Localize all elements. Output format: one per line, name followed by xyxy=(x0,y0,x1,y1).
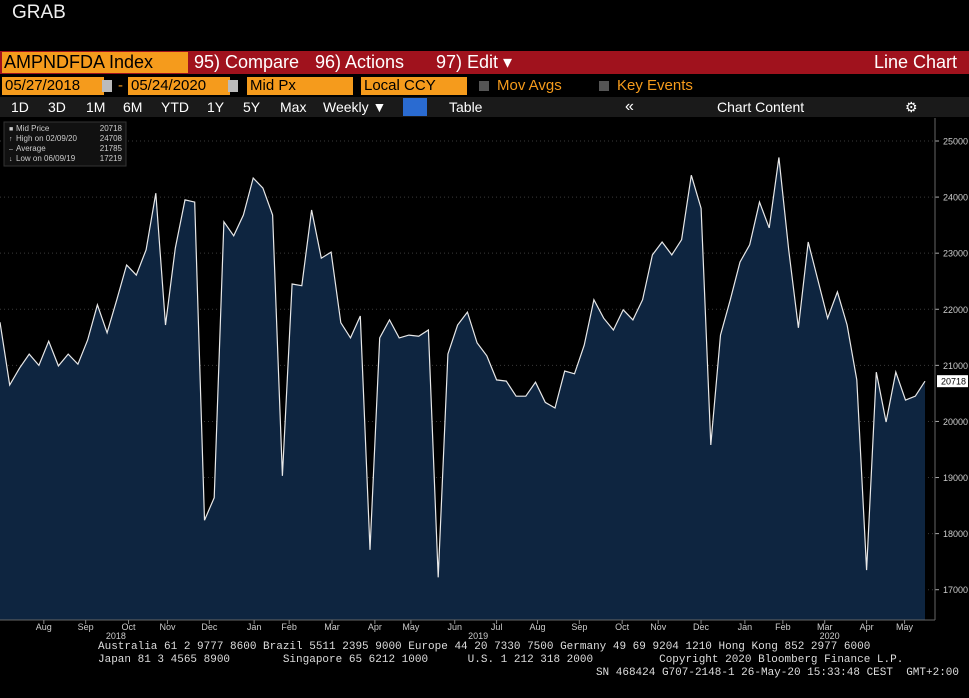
range-button[interactable]: 1Y xyxy=(207,99,225,115)
frequency-select[interactable]: Weekly ▼ xyxy=(323,99,387,115)
end-date[interactable]: 05/24/2020 xyxy=(128,77,230,95)
y-tick-label: 21000 xyxy=(943,361,968,371)
y-tick-label: 18000 xyxy=(943,529,968,539)
last-value-tag xyxy=(937,375,968,388)
date-separator: - xyxy=(118,77,123,94)
settings-icon[interactable]: ⚙ xyxy=(905,99,918,115)
legend-label: Mid Price xyxy=(16,124,50,133)
legend: ■ Mid Price 20718 ↑ High on 02/09/20 24708 – Av… xyxy=(3,121,127,167)
y-tick-label: 23000 xyxy=(943,249,968,259)
checkbox[interactable] xyxy=(479,81,489,91)
area xyxy=(0,157,925,620)
legend-icon: ↑ xyxy=(9,136,13,143)
x-tick-label: Feb xyxy=(281,622,297,632)
legend-value: 17219 xyxy=(100,154,123,163)
range-bar xyxy=(0,97,969,117)
chart-content-button[interactable]: Chart Content xyxy=(717,99,805,115)
x-tick-label: May xyxy=(402,622,420,632)
x-tick-label: May xyxy=(896,622,914,632)
x-tick-label: Sep xyxy=(78,622,94,632)
x-tick-label: Dec xyxy=(693,622,710,632)
y-tick-label: 24000 xyxy=(943,193,968,203)
x-tick-label: Apr xyxy=(860,622,874,632)
y-tick-label: 22000 xyxy=(943,305,968,315)
field-select[interactable]: Mid Px xyxy=(247,77,353,95)
chart: 17000 18000 19000 20000 21000 22000 23000 24000… xyxy=(0,118,968,640)
legend-value: 20718 xyxy=(100,124,123,133)
x-tick-label: Jan xyxy=(247,622,262,632)
footer-line: Japan 81 3 4565 8900 Singapore 65 6212 1… xyxy=(98,654,904,666)
range-button[interactable]: 1M xyxy=(86,99,106,115)
year-label: 2018 xyxy=(106,631,126,640)
x-tick-label: Mar xyxy=(817,622,833,632)
x-tick-label: Sep xyxy=(571,622,587,632)
collapse-icon[interactable]: « xyxy=(625,98,634,115)
view-label: Line Chart xyxy=(873,52,957,72)
y-tick-label: 25000 xyxy=(943,136,968,146)
toolbar xyxy=(0,51,969,74)
legend-icon: – xyxy=(9,146,13,153)
range-button[interactable]: YTD xyxy=(161,99,189,115)
x-tick-label: Nov xyxy=(650,622,667,632)
legend-box xyxy=(3,121,127,167)
x-tick-label: Aug xyxy=(36,622,52,632)
x-tick-label: Jan xyxy=(738,622,753,632)
security-field[interactable]: AMPNDFDA Index xyxy=(2,52,188,73)
option-key-events[interactable]: Key Events xyxy=(617,77,693,94)
y-tick-label: 17000 xyxy=(943,585,968,595)
y-tick-label: 19000 xyxy=(943,473,968,483)
x-tick-label: Dec xyxy=(201,622,218,632)
x-tick-label: Feb xyxy=(775,622,791,632)
x-tick-label: Apr xyxy=(368,622,382,632)
checkbox[interactable] xyxy=(599,81,609,91)
footer-line: Australia 61 2 9777 8600 Brazil 5511 239… xyxy=(98,641,871,653)
legend-value: 24708 xyxy=(100,134,123,143)
window-title: GRAB xyxy=(12,2,66,23)
menu-actions[interactable]: 96) Actions xyxy=(315,52,405,72)
menu-edit[interactable]: 97) Edit ▾ xyxy=(436,52,513,72)
footer-line: SN 468424 G707-2148-1 26-May-20 15:33:48… xyxy=(595,667,959,679)
range-button[interactable]: 6M xyxy=(123,99,143,115)
year-label: 2020 xyxy=(820,631,840,640)
x-tick-label: Oct xyxy=(122,622,137,632)
range-button[interactable]: Max xyxy=(280,99,307,115)
calendar-icon[interactable] xyxy=(228,80,238,92)
currency-select[interactable]: Local CCY xyxy=(361,77,467,95)
line-chart-icon[interactable] xyxy=(403,98,427,116)
legend-icon: ■ xyxy=(9,126,13,133)
last-value-label: 20718 xyxy=(941,377,966,387)
range-button[interactable]: 5Y xyxy=(243,99,261,115)
range-button[interactable]: 1D xyxy=(11,99,29,115)
menu-compare[interactable]: 95) Compare xyxy=(194,52,300,72)
legend-icon: ↓ xyxy=(9,156,13,163)
x-tick-label: Oct xyxy=(615,622,630,632)
legend-label: High on 02/09/20 xyxy=(16,134,77,143)
table-button[interactable]: Table xyxy=(449,99,483,115)
range-button[interactable]: 3D xyxy=(48,99,66,115)
calendar-icon[interactable] xyxy=(102,80,112,92)
y-tick-label: 20000 xyxy=(943,417,968,427)
start-date[interactable]: 05/27/2018 xyxy=(2,77,104,95)
option-mov-avgs[interactable]: Mov Avgs xyxy=(497,77,562,94)
x-tick-label: Nov xyxy=(159,622,176,632)
x-tick-label: Jul xyxy=(491,622,503,632)
legend-value: 21785 xyxy=(100,144,123,153)
x-tick-label: Jun xyxy=(447,622,462,632)
legend-label: Average xyxy=(16,144,46,153)
line xyxy=(0,157,926,578)
legend-label: Low on 06/09/19 xyxy=(16,154,76,163)
year-label: 2019 xyxy=(468,631,488,640)
x-tick-label: Mar xyxy=(324,622,340,632)
x-tick-label: Aug xyxy=(529,622,545,632)
